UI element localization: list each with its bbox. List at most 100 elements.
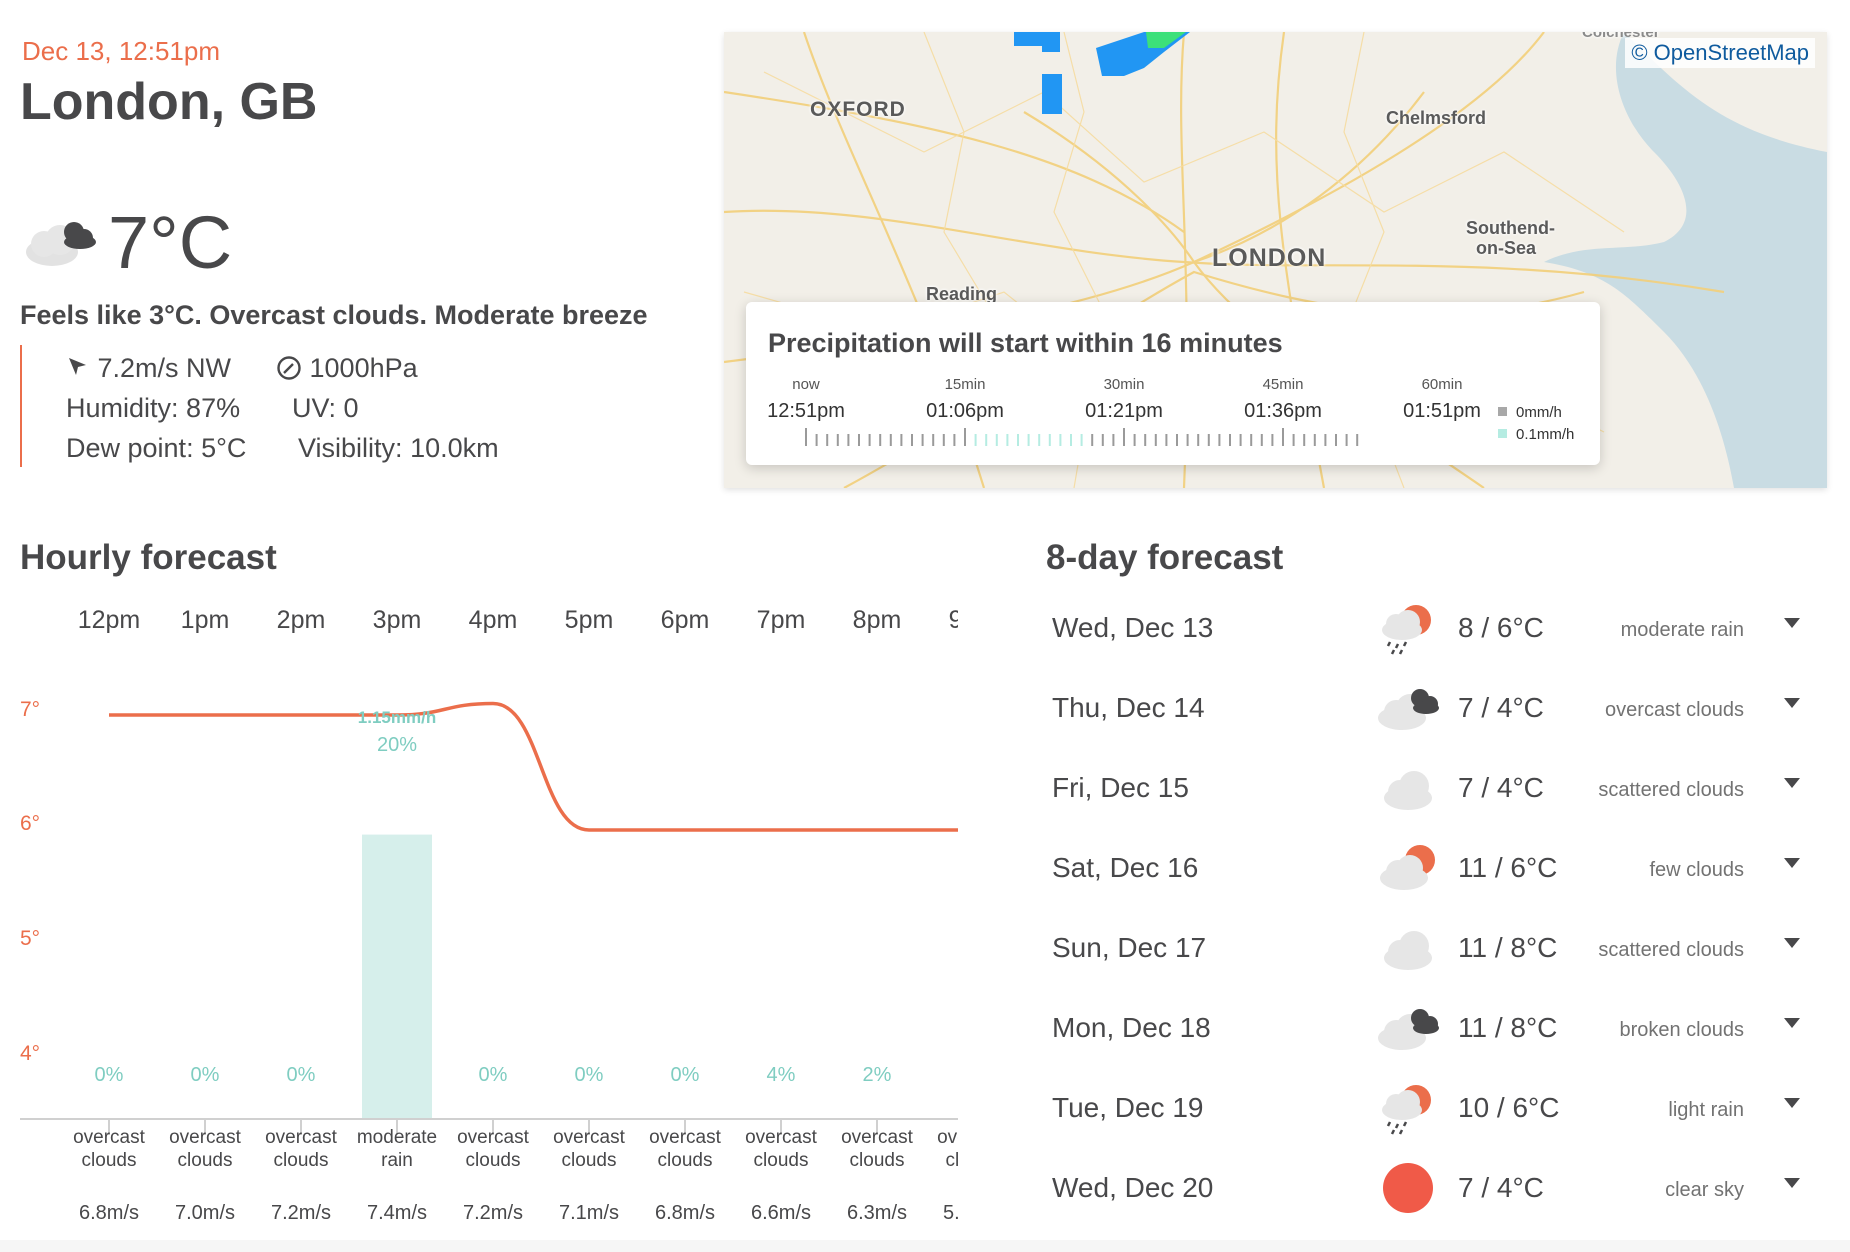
hourly-forecast-chart[interactable]: 12pm 1pm 2pm 3pm 4pm 5pm 6pm 7pm 8pm 9pm…: [20, 590, 958, 1250]
precip-minute-dry-bar: [911, 434, 913, 446]
pressure-value: 1000hPa: [309, 353, 418, 383]
precip-minute-dry-bar: [932, 434, 935, 446]
expand-day-caret-icon[interactable]: [1784, 858, 1800, 868]
precip-minute-dry-bar: [1123, 428, 1125, 446]
day-row[interactable]: Tue, Dec 19 10 / 6°C light rain: [1046, 1070, 1826, 1150]
day-row[interactable]: Mon, Dec 18 11 / 8°C broken clouds: [1046, 990, 1826, 1070]
y-axis-label: 6°: [20, 812, 41, 835]
map-label-oxford: OXFORD: [810, 98, 906, 121]
hour-wind: 7.2m/s: [270, 1202, 332, 1224]
wind-direction-icon: [69, 358, 86, 375]
hour-pop: 0%: [670, 1064, 700, 1086]
hour-label: 5pm: [564, 606, 614, 634]
precip-minute-dry-bar: [805, 428, 807, 446]
wind-value: 7.2m/s NW: [97, 353, 232, 383]
precip-minute-dry-bar: [1313, 434, 1316, 446]
precip-minute-dry-bar: [1176, 434, 1178, 446]
day-date: Sun, Dec 17: [1052, 932, 1207, 963]
uv-row: UV: 0: [292, 393, 359, 424]
precip-minute-rain-bar: [1027, 434, 1030, 446]
hour-label: 7pm: [756, 606, 806, 634]
day-row[interactable]: Wed, Dec 13 8 / 6°C moderate rain: [1046, 590, 1826, 670]
hour-label: 2pm: [276, 606, 326, 634]
expand-day-caret-icon[interactable]: [1784, 698, 1800, 708]
hour-wind: 6.8m/s: [78, 1202, 140, 1224]
precip-minute-dry-bar: [942, 434, 945, 446]
legend-dry: 0mm/h: [1498, 404, 1562, 421]
y-axis-label: 5°: [20, 927, 41, 950]
precip-tick-label: 30min: [1103, 376, 1145, 393]
hour-wind: 7.4m/s: [366, 1202, 428, 1224]
hour-wind: 6.8m/s: [654, 1202, 716, 1224]
day-date: Wed, Dec 20: [1052, 1172, 1214, 1203]
day-row[interactable]: Wed, Dec 20 7 / 4°C clear sky: [1046, 1150, 1826, 1230]
expand-day-caret-icon[interactable]: [1784, 1098, 1800, 1108]
rain-bar: [362, 834, 432, 1118]
day-temperature: 10 / 6°C: [1458, 1092, 1560, 1123]
uv-label: UV:: [292, 393, 337, 423]
y-axis-label: 7°: [20, 698, 41, 721]
rain-sun-icon: [1382, 1085, 1431, 1135]
day-description: clear sky: [1665, 1179, 1744, 1201]
precip-minute-rain-bar: [1006, 434, 1009, 446]
expand-day-caret-icon[interactable]: [1784, 938, 1800, 948]
map-attribution-link[interactable]: © OpenStreetMap: [1625, 38, 1815, 68]
hour-pop: 0%: [478, 1064, 508, 1086]
hour-pop: 0%: [286, 1064, 316, 1086]
temperature-line: [108, 701, 958, 832]
precip-minute-dry-bar: [847, 434, 850, 446]
precip-minute-dry-bar: [1356, 434, 1359, 446]
expand-day-caret-icon[interactable]: [1784, 778, 1800, 788]
precip-minute-dry-bar: [858, 434, 860, 446]
precip-time-label: 01:51pm: [1403, 400, 1481, 422]
precip-minute-dry-bar: [1282, 428, 1284, 446]
precip-minute-dry-bar: [1186, 434, 1189, 446]
precip-minute-rain-bar: [1070, 434, 1072, 446]
hour-label: 12pm: [77, 606, 141, 634]
map-label-london: LONDON: [1212, 244, 1327, 272]
precip-time-label: 01:36pm: [1244, 400, 1322, 422]
hour-wind: 7.1m/s: [558, 1202, 620, 1224]
map-label-chelmsford: Chelmsford: [1386, 108, 1487, 128]
day-temperature: 8 / 6°C: [1458, 612, 1544, 643]
precipitation-title: Precipitation will start within 16 minut…: [768, 328, 1283, 358]
expand-day-caret-icon[interactable]: [1784, 618, 1800, 628]
day-description: overcast clouds: [1605, 699, 1744, 721]
day-row[interactable]: Sat, Dec 16 11 / 6°C few clouds: [1046, 830, 1826, 910]
day-date: Mon, Dec 18: [1052, 1012, 1211, 1043]
precip-minute-dry-bar: [879, 434, 882, 446]
day-date: Fri, Dec 15: [1052, 772, 1189, 803]
map-label-colchester: Colchester: [1582, 32, 1660, 41]
day-date: Sat, Dec 16: [1052, 852, 1199, 883]
day-temperature: 7 / 4°C: [1458, 692, 1544, 723]
precip-minute-rain-bar: [1017, 434, 1019, 446]
precip-minute-dry-bar: [964, 428, 966, 446]
day-description: few clouds: [1649, 859, 1745, 881]
expand-day-caret-icon[interactable]: [1784, 1018, 1800, 1028]
humidity-value: 87%: [186, 393, 241, 423]
precip-minute-dry-bar: [1229, 434, 1231, 446]
day-row[interactable]: Sun, Dec 17 11 / 8°C scattered clouds: [1046, 910, 1826, 990]
precip-tick-label: now: [792, 376, 820, 393]
precip-minute-dry-bar: [1197, 434, 1200, 446]
hour-description: moderate rain: [356, 1127, 438, 1171]
day-row[interactable]: Thu, Dec 14 7 / 4°C overcast clouds: [1046, 670, 1826, 750]
hour-wind: 6.6m/s: [750, 1202, 812, 1224]
rain-amount-label: 1.15mm/h: [357, 708, 437, 727]
day-row[interactable]: Fri, Dec 15 7 / 4°C scattered clouds: [1046, 750, 1826, 830]
hour-pop: 0%: [923, 1064, 958, 1087]
hour-wind: 6.3m/s: [846, 1202, 908, 1224]
precip-minute-dry-bar: [1271, 434, 1274, 446]
expand-day-caret-icon[interactable]: [1784, 1178, 1800, 1188]
precip-minute-dry-bar: [1218, 434, 1221, 446]
pressure-gauge-icon: [277, 356, 301, 380]
day-description: scattered clouds: [1598, 939, 1744, 961]
precip-minute-rain-bar: [1059, 434, 1062, 446]
hour-label: 1pm: [180, 606, 230, 634]
